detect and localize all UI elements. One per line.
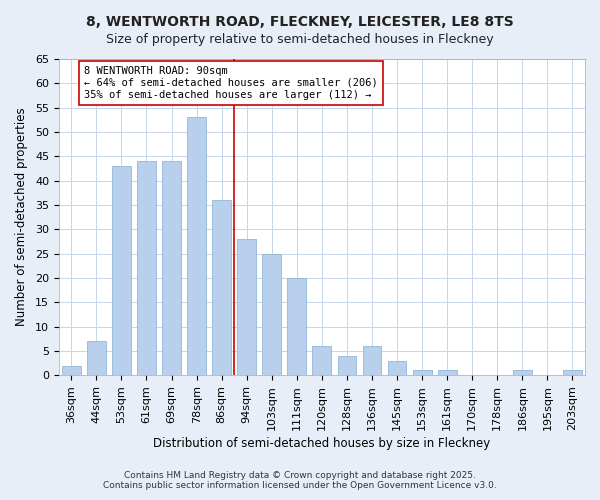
Y-axis label: Number of semi-detached properties: Number of semi-detached properties (15, 108, 28, 326)
Bar (137, 161, 156, 376)
X-axis label: Distribution of semi-detached houses by size in Fleckney: Distribution of semi-detached houses by … (153, 437, 491, 450)
Bar (62, 366, 81, 376)
Bar (238, 239, 256, 376)
Text: Size of property relative to semi-detached houses in Fleckney: Size of property relative to semi-detach… (106, 32, 494, 46)
Text: Contains HM Land Registry data © Crown copyright and database right 2025.
Contai: Contains HM Land Registry data © Crown c… (103, 470, 497, 490)
Bar (162, 161, 181, 376)
Bar (313, 346, 331, 376)
Text: 8, WENTWORTH ROAD, FLECKNEY, LEICESTER, LE8 8TS: 8, WENTWORTH ROAD, FLECKNEY, LEICESTER, … (86, 15, 514, 29)
Bar (362, 346, 382, 376)
Bar (413, 370, 431, 376)
Bar (287, 278, 306, 376)
Bar (388, 360, 406, 376)
Bar (87, 342, 106, 376)
Bar (513, 370, 532, 376)
Bar (262, 254, 281, 376)
Bar (187, 118, 206, 376)
Bar (438, 370, 457, 376)
Bar (338, 356, 356, 376)
Text: 8 WENTWORTH ROAD: 90sqm
← 64% of semi-detached houses are smaller (206)
35% of s: 8 WENTWORTH ROAD: 90sqm ← 64% of semi-de… (84, 66, 377, 100)
Bar (563, 370, 582, 376)
Bar (112, 166, 131, 376)
Bar (212, 200, 231, 376)
